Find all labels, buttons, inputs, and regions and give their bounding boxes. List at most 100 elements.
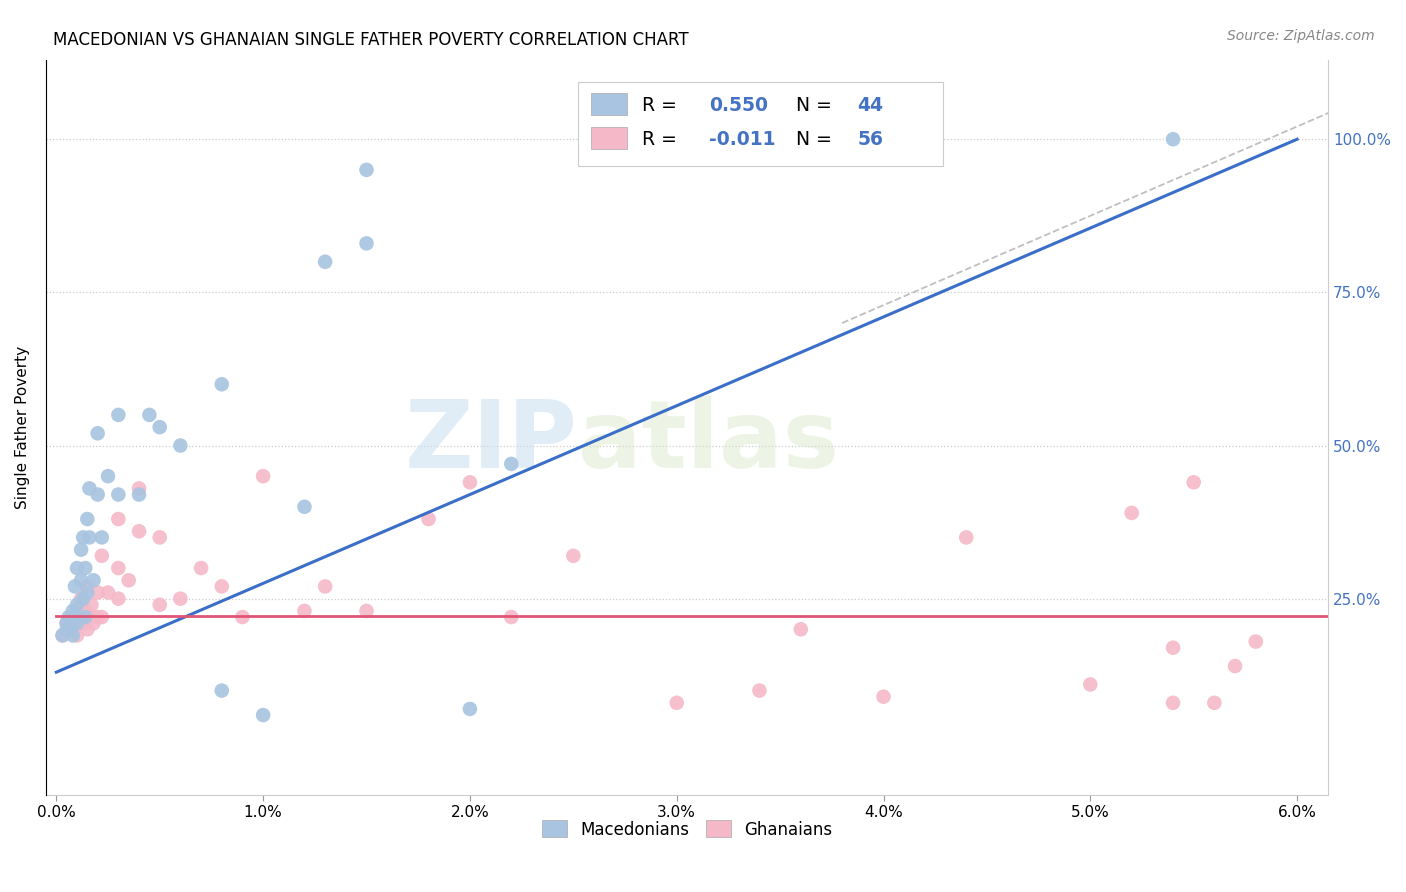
Point <box>665 696 688 710</box>
Point <box>252 469 274 483</box>
Point <box>107 591 129 606</box>
Point <box>314 579 336 593</box>
Point <box>66 598 89 612</box>
Point <box>97 469 120 483</box>
Point <box>62 616 84 631</box>
Point <box>190 561 212 575</box>
Point <box>107 512 129 526</box>
Point <box>86 610 108 624</box>
Point <box>90 530 112 544</box>
Point <box>72 591 94 606</box>
Point <box>72 616 94 631</box>
Point <box>211 377 233 392</box>
Point <box>1161 132 1184 146</box>
Point <box>107 408 129 422</box>
Text: 56: 56 <box>858 130 883 149</box>
Text: 0.550: 0.550 <box>709 95 768 115</box>
Point <box>1161 696 1184 710</box>
Point <box>107 561 129 575</box>
Y-axis label: Single Father Poverty: Single Father Poverty <box>15 345 30 508</box>
Point <box>1204 696 1226 710</box>
Point <box>63 579 86 593</box>
Point <box>58 610 80 624</box>
Point <box>1244 634 1267 648</box>
Text: 44: 44 <box>858 95 883 115</box>
Point <box>86 585 108 599</box>
Text: ZIP: ZIP <box>405 396 578 488</box>
Point <box>149 530 172 544</box>
Point <box>1182 475 1205 490</box>
Point <box>211 579 233 593</box>
Text: MACEDONIAN VS GHANAIAN SINGLE FATHER POVERTY CORRELATION CHART: MACEDONIAN VS GHANAIAN SINGLE FATHER POV… <box>53 31 689 49</box>
Point <box>55 616 77 631</box>
Point <box>59 610 82 624</box>
Point <box>86 426 108 441</box>
Point <box>97 585 120 599</box>
Text: -0.011: -0.011 <box>709 130 775 149</box>
Point <box>314 254 336 268</box>
Point <box>79 530 101 544</box>
Point <box>55 623 77 637</box>
Point <box>75 610 97 624</box>
Point <box>955 530 977 544</box>
Point <box>76 579 98 593</box>
Point <box>138 408 160 422</box>
Point <box>169 438 191 452</box>
Point <box>294 604 316 618</box>
Point <box>458 702 481 716</box>
Point <box>80 598 103 612</box>
Point <box>562 549 585 563</box>
Point <box>1078 677 1101 691</box>
Point <box>72 530 94 544</box>
Text: R =: R = <box>643 130 683 149</box>
Point <box>51 628 73 642</box>
Point <box>90 610 112 624</box>
Point <box>501 610 523 624</box>
Point <box>75 561 97 575</box>
Point <box>294 500 316 514</box>
Point <box>70 542 93 557</box>
Point <box>70 574 93 588</box>
Point <box>66 628 89 642</box>
Point <box>62 628 84 642</box>
Point <box>75 604 97 618</box>
Point <box>55 616 77 631</box>
Text: Source: ZipAtlas.com: Source: ZipAtlas.com <box>1227 29 1375 43</box>
Point <box>149 420 172 434</box>
Point <box>458 475 481 490</box>
Point <box>79 610 101 624</box>
Point <box>51 628 73 642</box>
Point <box>63 610 86 624</box>
Point <box>63 610 86 624</box>
Point <box>128 482 150 496</box>
Point <box>83 616 105 631</box>
Point <box>67 616 90 631</box>
Point <box>70 591 93 606</box>
Point <box>58 623 80 637</box>
Point <box>66 604 89 618</box>
Text: N =: N = <box>796 130 838 149</box>
Text: N =: N = <box>796 95 838 115</box>
Text: R =: R = <box>643 95 683 115</box>
Point <box>169 591 191 606</box>
Point <box>107 487 129 501</box>
Legend: Macedonians, Ghanaians: Macedonians, Ghanaians <box>536 814 839 846</box>
Point <box>79 482 101 496</box>
Point <box>231 610 253 624</box>
Point <box>86 487 108 501</box>
Point <box>128 487 150 501</box>
Point <box>356 236 378 251</box>
FancyBboxPatch shape <box>591 128 627 149</box>
Point <box>252 708 274 723</box>
Point <box>1121 506 1143 520</box>
Point <box>356 604 378 618</box>
Point <box>418 512 440 526</box>
FancyBboxPatch shape <box>591 93 627 115</box>
Point <box>790 132 813 146</box>
Point <box>66 616 89 631</box>
Point <box>59 623 82 637</box>
Text: atlas: atlas <box>578 396 839 488</box>
Point <box>83 574 105 588</box>
Point <box>748 683 770 698</box>
Point <box>76 623 98 637</box>
